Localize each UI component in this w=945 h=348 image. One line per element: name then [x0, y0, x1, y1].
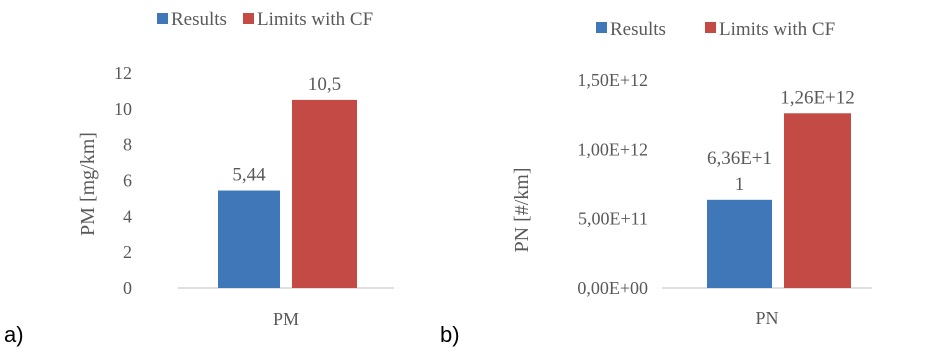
bar-results — [707, 199, 772, 288]
data-label: 1,26E+12 — [780, 87, 855, 108]
chart-pm: Results Limits with CF PM [mg/km] 0 2 4 6 8 1… — [77, 9, 394, 329]
legend-pn: Results Limits with CF — [596, 19, 835, 40]
data-label: 6,36E+1 — [707, 148, 772, 169]
y-tick-label: 1,00E+12 — [577, 139, 648, 159]
y-tick-label: 8 — [123, 135, 132, 155]
y-tick-label: 5,00E+11 — [578, 209, 648, 229]
data-labels-pm: 5,44 10,5 — [232, 74, 341, 186]
y-ticks-pm: 0 2 4 6 8 10 12 — [114, 63, 132, 298]
legend-label-results: Results — [610, 19, 666, 40]
legend-label-limits: Limits with CF — [257, 9, 373, 30]
y-tick-label: 2 — [123, 242, 132, 262]
y-tick-label: 4 — [123, 206, 132, 226]
data-label: 5,44 — [232, 165, 266, 186]
y-tick-label: 12 — [114, 63, 132, 83]
bars-pm — [218, 99, 357, 288]
y-axis-title-pm: PM [mg/km] — [77, 132, 99, 236]
legend-swatch-results — [157, 13, 168, 24]
y-tick-label: 0,00E+00 — [577, 278, 648, 298]
y-axis-title-pn: PN [#/km] — [511, 168, 533, 253]
legend-swatch-limits — [243, 13, 254, 24]
panel-label-a: a) — [4, 322, 24, 347]
panel-label-b: b) — [440, 322, 460, 347]
bar-results — [218, 190, 280, 288]
y-tick-label: 0 — [123, 278, 132, 298]
legend-swatch-results — [596, 22, 607, 33]
y-tick-label: 1,50E+12 — [577, 70, 648, 90]
legend-swatch-limits — [705, 22, 716, 33]
y-tick-label: 10 — [114, 99, 132, 119]
bar-limits — [292, 99, 357, 288]
data-label: 1 — [735, 174, 745, 195]
data-labels-pn: 6,36E+1 1 1,26E+12 — [707, 87, 855, 195]
bars-pn — [707, 113, 851, 288]
x-category-label-pn: PN — [755, 308, 778, 328]
legend-label-results: Results — [171, 9, 227, 30]
data-label: 10,5 — [308, 74, 341, 95]
chart-pn: Results Limits with CF PN [#/km] 0,00E+0… — [511, 19, 872, 328]
bar-limits — [784, 113, 851, 288]
legend-label-limits: Limits with CF — [719, 19, 835, 40]
x-category-label-pm: PM — [273, 309, 299, 329]
y-tick-label: 6 — [123, 171, 132, 191]
y-ticks-pn: 0,00E+00 5,00E+11 1,00E+12 1,50E+12 — [577, 70, 648, 298]
legend-pm: Results Limits with CF — [157, 9, 373, 30]
